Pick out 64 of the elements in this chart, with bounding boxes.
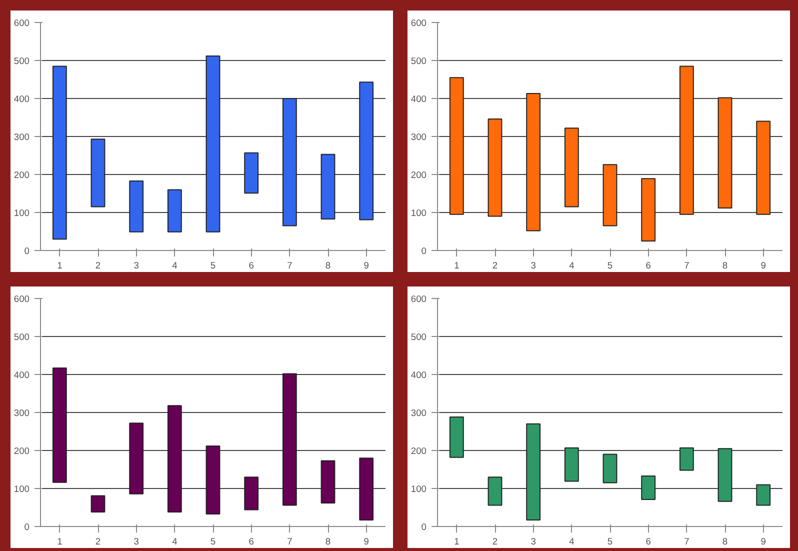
x-tick-label: 2 (95, 260, 101, 270)
y-tick-label: 100 (14, 484, 30, 494)
x-tick-label: 7 (684, 536, 690, 546)
x-tick-label: 5 (210, 536, 216, 546)
y-tick-label: 600 (14, 18, 30, 28)
y-tick-label: 600 (410, 18, 427, 28)
x-tick-label: 4 (172, 536, 178, 546)
y-tick-label: 0 (24, 522, 30, 532)
y-tick-label: 300 (14, 408, 30, 418)
y-tick-label: 300 (410, 408, 427, 418)
x-tick-label: 8 (722, 260, 728, 270)
x-tick-label: 2 (95, 536, 101, 546)
y-tick-label: 500 (410, 332, 427, 342)
y-tick-label: 100 (410, 208, 427, 218)
y-tick-label: 500 (14, 332, 30, 342)
x-tick-label: 2 (492, 260, 498, 270)
y-tick-label: 300 (410, 132, 427, 142)
x-tick-label: 4 (172, 260, 178, 270)
x-tick-label: 5 (607, 260, 613, 270)
y-tick-label: 400 (14, 94, 30, 104)
x-tick-label: 6 (248, 260, 254, 270)
x-tick-label: 4 (569, 260, 574, 270)
x-tick-label: 1 (454, 536, 460, 546)
x-tick-label: 1 (57, 260, 62, 270)
x-tick-label: 9 (364, 260, 369, 270)
x-tick-label: 8 (325, 260, 331, 270)
x-tick-label: 7 (287, 260, 292, 270)
y-tick-label: 600 (14, 294, 30, 304)
x-tick-label: 6 (646, 536, 651, 546)
x-tick-label: 5 (210, 260, 216, 270)
y-tick-label: 600 (410, 294, 427, 304)
y-tick-label: 200 (14, 446, 30, 456)
y-tick-label: 200 (410, 170, 427, 180)
y-tick-label: 0 (421, 246, 427, 256)
x-tick-label: 8 (722, 536, 728, 546)
x-tick-label: 6 (646, 260, 651, 270)
x-tick-label: 7 (684, 260, 690, 270)
x-tick-label: 5 (607, 536, 613, 546)
y-tick-label: 300 (14, 132, 30, 142)
y-tick-label: 200 (14, 170, 30, 180)
y-tick-label: 400 (410, 370, 427, 380)
x-tick-label: 1 (57, 536, 62, 546)
y-tick-label: 500 (14, 56, 30, 66)
y-tick-label: 0 (421, 522, 427, 532)
y-tick-label: 500 (410, 56, 427, 66)
y-tick-label: 100 (410, 484, 427, 494)
x-tick-label: 4 (569, 536, 574, 546)
x-tick-label: 3 (134, 536, 139, 546)
x-tick-label: 2 (492, 536, 498, 546)
x-tick-label: 7 (287, 536, 292, 546)
x-tick-label: 8 (325, 536, 331, 546)
y-tick-label: 400 (14, 370, 30, 380)
x-tick-label: 9 (760, 260, 766, 270)
x-tick-label: 9 (364, 536, 369, 546)
x-tick-label: 3 (530, 260, 536, 270)
y-tick-label: 100 (14, 208, 30, 218)
x-tick-label: 3 (134, 260, 139, 270)
y-tick-label: 0 (24, 246, 30, 256)
x-tick-label: 3 (530, 536, 536, 546)
x-tick-label: 6 (248, 536, 254, 546)
y-tick-label: 400 (410, 94, 427, 104)
y-tick-label: 200 (410, 446, 427, 456)
x-tick-label: 9 (760, 536, 766, 546)
x-tick-label: 1 (454, 260, 460, 270)
